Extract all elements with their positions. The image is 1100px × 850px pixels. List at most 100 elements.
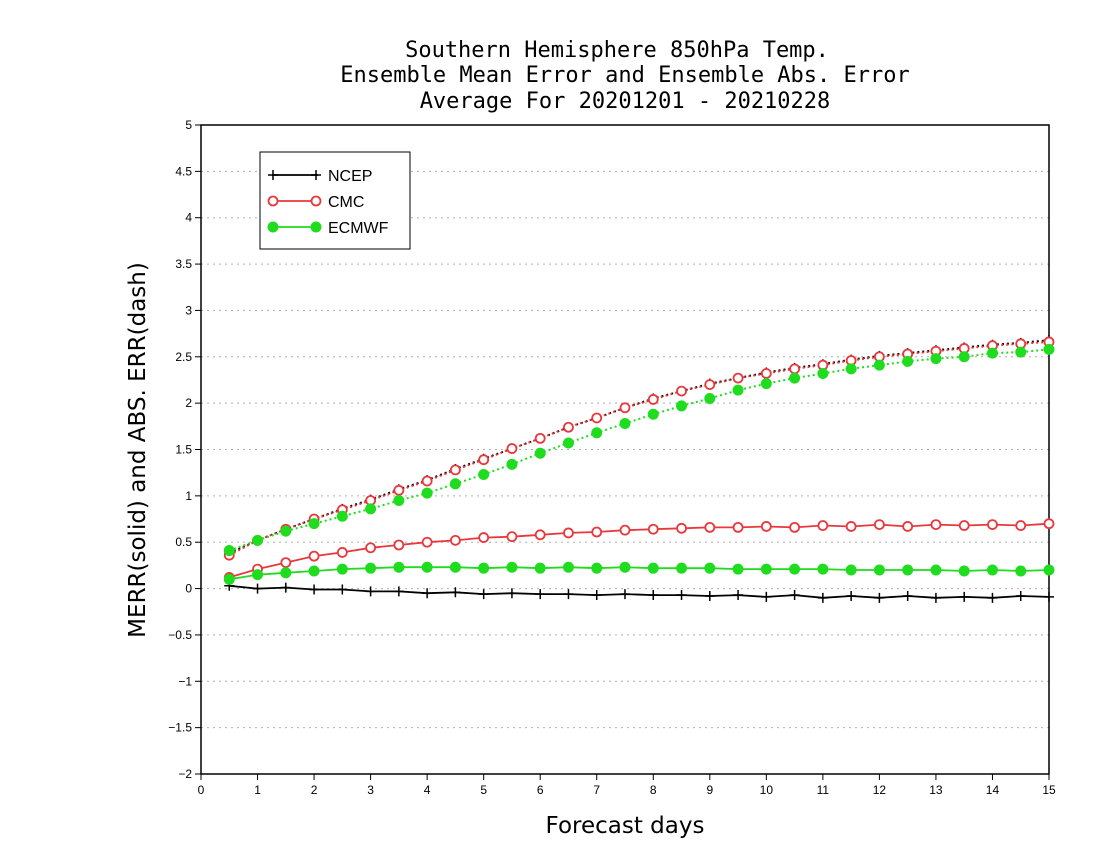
x-tick-label: 1 xyxy=(254,783,261,797)
legend-item-cmc: CMC xyxy=(267,194,364,211)
abs-err-point-ecmwf xyxy=(619,418,631,430)
merr-point-ecmwf xyxy=(280,567,292,579)
merr-point-ecmwf xyxy=(308,565,320,577)
legend-marker-ecmwf xyxy=(310,221,322,233)
abs-err-point-ecmwf xyxy=(280,525,292,537)
abs-err-point-ecmwf xyxy=(562,437,574,449)
merr-point-ecmwf xyxy=(704,562,716,574)
y-tick-label: 1 xyxy=(185,489,192,503)
x-tick-label: 5 xyxy=(480,783,487,797)
merr-point-cmc xyxy=(902,521,914,532)
merr-point-ecmwf xyxy=(930,564,942,576)
x-tick-label: 13 xyxy=(929,783,943,797)
legend-marker-cmc xyxy=(310,195,322,207)
merr-point-cmc xyxy=(421,536,433,548)
series-ncep xyxy=(224,335,1054,603)
merr-point-ecmwf xyxy=(902,564,914,576)
merr-point-ncep xyxy=(535,589,546,600)
legend-label-cmc: CMC xyxy=(328,194,364,211)
merr-point-ncep xyxy=(620,589,630,600)
merr-point-cmc xyxy=(760,521,772,532)
legend-marker-ecmwf xyxy=(267,221,279,233)
merr-line-ncep xyxy=(229,584,1050,599)
merr-point-cmc xyxy=(591,526,603,538)
abs-err-point-ecmwf xyxy=(760,378,772,390)
merr-point-ncep xyxy=(422,588,433,599)
merr-point-ncep xyxy=(563,589,574,600)
merr-point-cmc xyxy=(732,521,744,533)
abs-err-point-ecmwf xyxy=(704,393,716,405)
abs-err-point-ecmwf xyxy=(902,355,914,367)
abs-err-point-ecmwf xyxy=(421,487,433,499)
merr-point-ncep xyxy=(648,590,659,601)
x-tick-label: 7 xyxy=(593,783,600,797)
x-tick-label: 8 xyxy=(650,783,657,797)
abs-err-point-cmc xyxy=(704,379,716,391)
abs-err-point-ecmwf xyxy=(958,351,970,363)
abs-err-point-cmc xyxy=(619,402,631,414)
x-tick-label: 10 xyxy=(760,783,774,797)
merr-point-cmc xyxy=(676,522,687,534)
legend-marker-ncep xyxy=(268,170,278,180)
merr-point-ncep xyxy=(337,584,348,595)
abs-err-point-cmc xyxy=(534,432,546,444)
x-tick-label: 14 xyxy=(986,783,1000,797)
merr-point-ncep xyxy=(591,590,602,601)
merr-point-ncep xyxy=(1044,591,1054,602)
merr-point-cmc xyxy=(1043,518,1055,530)
abs-err-point-cmc xyxy=(732,372,744,384)
merr-point-ecmwf xyxy=(1015,565,1027,577)
abs-err-point-ecmwf xyxy=(393,494,405,506)
abs-err-point-ecmwf xyxy=(336,510,348,522)
y-tick-label: 0 xyxy=(185,582,192,596)
y-tick-label: 3.5 xyxy=(175,257,192,271)
title-line-1: Southern Hemisphere 850hPa Temp. xyxy=(405,38,829,63)
merr-point-ncep xyxy=(704,590,715,601)
merr-point-cmc xyxy=(393,539,405,551)
y-tick-label: 4.5 xyxy=(175,164,192,178)
merr-point-cmc xyxy=(1015,520,1027,531)
merr-point-cmc xyxy=(930,519,942,530)
x-tick-label: 4 xyxy=(424,783,431,797)
abs-err-point-ecmwf xyxy=(732,384,744,396)
y-tick-label: 2 xyxy=(185,396,192,410)
y-tick-label: −1 xyxy=(178,674,192,688)
x-tick-label: 2 xyxy=(311,783,318,797)
merr-point-ncep xyxy=(789,590,800,601)
y-tick-label: 0.5 xyxy=(175,535,192,549)
abs-err-point-ecmwf xyxy=(365,503,377,515)
y-tick-label: 3 xyxy=(185,303,192,317)
x-tick-label: 11 xyxy=(817,783,830,797)
merr-point-cmc xyxy=(336,547,348,558)
abs-err-point-cmc xyxy=(421,475,433,487)
abs-err-point-ecmwf xyxy=(308,518,320,530)
merr-point-ecmwf xyxy=(393,561,405,573)
merr-point-ncep xyxy=(874,592,885,603)
merr-point-ecmwf xyxy=(534,562,546,574)
merr-point-ncep xyxy=(676,590,687,601)
merr-point-cmc xyxy=(308,550,320,562)
merr-point-ncep xyxy=(506,588,517,599)
merr-point-ecmwf xyxy=(223,573,235,585)
y-tick-label: −0.5 xyxy=(168,628,192,642)
merr-point-ncep xyxy=(252,583,263,594)
merr-point-ncep xyxy=(959,591,970,602)
abs-err-point-ecmwf xyxy=(676,400,688,412)
gridlines xyxy=(201,170,1049,729)
y-axis-title: MERR(solid) and ABS. ERR(dash) xyxy=(125,262,151,638)
merr-point-ecmwf xyxy=(1043,564,1055,576)
abs-err-point-ecmwf xyxy=(478,469,490,481)
abs-err-point-ecmwf xyxy=(1015,346,1027,358)
legend: NCEP CMC ECMWF xyxy=(259,151,411,250)
abs-err-point-ecmwf xyxy=(449,478,461,490)
y-tick-label: 4 xyxy=(185,211,192,225)
x-axis-title: Forecast days xyxy=(546,813,705,839)
merr-point-ecmwf xyxy=(252,569,264,581)
merr-point-ncep xyxy=(987,592,998,603)
legend-marker-ncep xyxy=(311,170,321,180)
chart-title: Southern Hemisphere 850hPa Temp. Ensembl… xyxy=(340,38,910,114)
merr-point-ncep xyxy=(309,584,320,595)
merr-point-cmc xyxy=(365,542,377,554)
abs-err-line-cmc xyxy=(228,341,1050,557)
